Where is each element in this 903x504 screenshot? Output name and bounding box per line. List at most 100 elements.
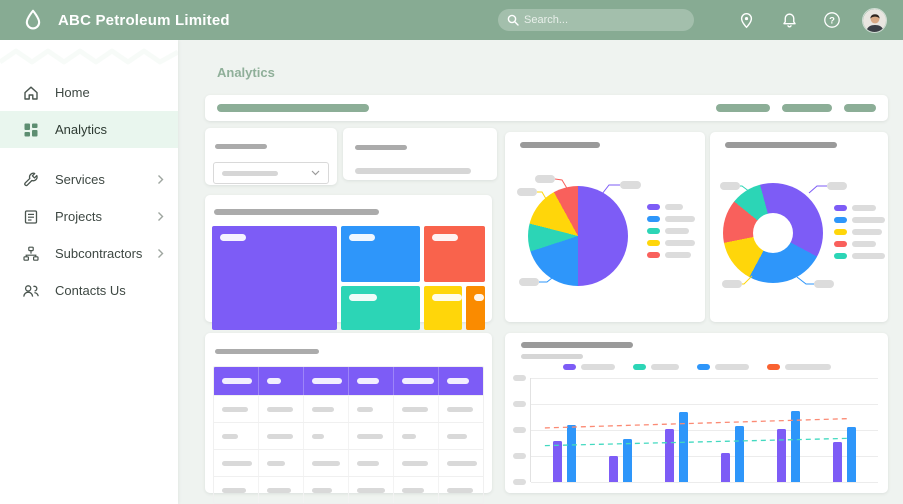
- table-cell: [349, 423, 394, 449]
- cell-skeleton: [447, 460, 477, 466]
- table-cell: [394, 423, 439, 449]
- treemap-block: [341, 286, 420, 330]
- table-cell: [439, 450, 483, 476]
- table-row: [214, 449, 483, 476]
- callout-label-skeleton: [722, 280, 742, 288]
- cell-skeleton: [357, 487, 385, 493]
- legend-item: [834, 205, 885, 211]
- sidebar-item-projects[interactable]: Projects: [0, 198, 178, 235]
- table-cell: [349, 450, 394, 476]
- header-cell-skeleton: [267, 378, 281, 384]
- notifications-button[interactable]: [776, 7, 802, 33]
- legend-text-skeleton: [852, 217, 885, 223]
- wrench-icon: [24, 172, 38, 186]
- legend-item: [834, 241, 885, 247]
- sidebar-item-contacts-us[interactable]: Contacts Us: [0, 272, 178, 309]
- sidebar-item-label: Projects: [55, 209, 102, 224]
- bar-blue: [790, 411, 800, 482]
- table-header-row: [214, 367, 483, 395]
- toolbar-button-skeleton[interactable]: [782, 104, 832, 112]
- header-cell-skeleton: [447, 378, 469, 384]
- pie-chart-card: [505, 132, 705, 322]
- sidebar-item-analytics[interactable]: Analytics: [0, 111, 178, 148]
- location-button[interactable]: [733, 7, 759, 33]
- header-cell-skeleton: [357, 378, 379, 384]
- cell-skeleton: [447, 406, 473, 412]
- sidebar-item-label: Home: [55, 85, 90, 100]
- legend-item: [834, 253, 885, 259]
- table-cell: [214, 450, 259, 476]
- table-header-cell: [439, 367, 483, 395]
- table-cell: [304, 396, 349, 422]
- legend-item: [834, 229, 885, 235]
- chevron-right-icon: [158, 212, 164, 221]
- treemap: [212, 226, 485, 330]
- legend-text-skeleton: [852, 229, 882, 235]
- avatar-image: [863, 8, 886, 32]
- cell-skeleton: [402, 406, 428, 412]
- bar-groups: [531, 378, 878, 482]
- table-body: [214, 395, 483, 503]
- filter-label-skeleton: [355, 145, 407, 150]
- filter-value-skeleton: [355, 168, 471, 174]
- legend-swatch: [834, 253, 847, 259]
- bar-purple: [832, 442, 842, 482]
- legend-text-skeleton: [665, 252, 691, 258]
- sidebar-item-services[interactable]: Services: [0, 161, 178, 198]
- filter-label-skeleton: [215, 144, 267, 149]
- table-cell: [259, 423, 304, 449]
- legend-swatch: [834, 241, 847, 247]
- filter-card: [343, 128, 497, 180]
- y-tick-skeleton: [513, 375, 526, 381]
- bar-purple: [720, 452, 730, 482]
- legend-item: [647, 216, 695, 222]
- legend-item: [647, 228, 695, 234]
- cell-skeleton: [267, 487, 291, 493]
- cell-skeleton: [267, 460, 285, 466]
- legend-item: [766, 364, 831, 370]
- search-input[interactable]: [498, 9, 694, 31]
- sidebar-item-home[interactable]: Home: [0, 74, 178, 111]
- treemap-block: [212, 226, 338, 330]
- cell-skeleton: [312, 487, 332, 493]
- toolbar-title-skeleton: [217, 104, 369, 112]
- table-header-cell: [349, 367, 394, 395]
- sidebar-decoration: [0, 48, 178, 65]
- y-tick-skeleton: [513, 479, 526, 485]
- callout-label-skeleton: [620, 181, 641, 189]
- toolbar-button-skeleton[interactable]: [716, 104, 770, 112]
- help-button[interactable]: ?: [819, 7, 845, 33]
- cell-skeleton: [267, 433, 293, 439]
- callout-label-skeleton: [517, 188, 537, 196]
- user-avatar[interactable]: [862, 7, 887, 33]
- y-tick-skeleton: [513, 401, 526, 407]
- bar-purple: [776, 428, 786, 482]
- legend-text-skeleton: [665, 228, 689, 234]
- legend-swatch: [647, 216, 660, 222]
- table-header-cell: [214, 367, 259, 395]
- location-pin-icon: [740, 12, 752, 28]
- legend-item: [647, 240, 695, 246]
- gridline: [531, 404, 878, 405]
- table-row: [214, 422, 483, 449]
- treemap-block-label-skeleton: [432, 294, 463, 302]
- treemap-block: [424, 286, 463, 330]
- table-cell: [259, 477, 304, 503]
- legend-swatch: [647, 240, 660, 246]
- legend-text-skeleton: [852, 241, 876, 247]
- legend-text-skeleton: [650, 364, 679, 370]
- select-value-skeleton: [222, 170, 278, 176]
- sidebar-item-subcontractors[interactable]: Subcontractors: [0, 235, 178, 272]
- cell-skeleton: [312, 433, 324, 439]
- legend-text-skeleton: [784, 364, 831, 370]
- sidebar: Home Analytics Services: [0, 40, 178, 504]
- toolbar-button-skeleton[interactable]: [844, 104, 876, 112]
- legend-swatch: [696, 364, 710, 370]
- sidebar-item-label: Subcontractors: [55, 246, 143, 261]
- gridline: [531, 456, 878, 457]
- sidebar-item-label: Analytics: [55, 122, 108, 137]
- legend-item: [834, 217, 885, 223]
- bar-group: [720, 378, 744, 482]
- table-header-cell: [304, 367, 349, 395]
- filter-select[interactable]: [213, 162, 329, 184]
